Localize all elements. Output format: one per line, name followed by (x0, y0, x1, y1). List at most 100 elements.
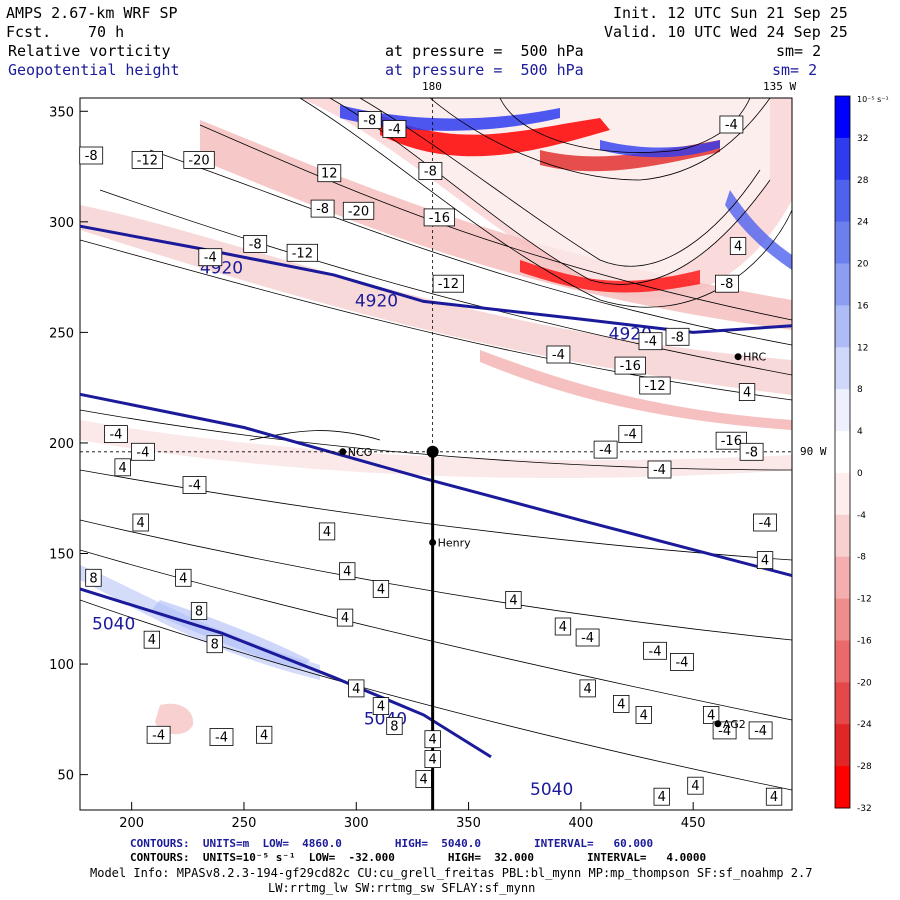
vorticity-level: at pressure = 500 hPa (385, 42, 584, 60)
station-label: HRC (743, 351, 766, 364)
vorticity-label-26: -4 (647, 460, 672, 479)
vorticity-label-48: -4 (670, 653, 694, 671)
vorticity-label-box (715, 431, 747, 450)
vorticity-label-21: -12 (639, 376, 671, 395)
vorticity-label-55: 4 (703, 706, 720, 724)
height-label-3: 5040 (92, 614, 135, 634)
vorticity-label-text: 4 (260, 728, 268, 743)
colorbar-segment-3 (835, 221, 850, 264)
vorticity-label-65: 4 (653, 787, 670, 806)
vorticity-label-box (739, 442, 764, 461)
colorbar-label-12: -16 (857, 636, 872, 646)
vorticity-label-box (114, 458, 131, 477)
y-tick-label-100: 100 (49, 658, 74, 673)
vorticity-label-text: -4 (188, 478, 201, 493)
vorticity-label-box (653, 787, 670, 806)
vorticity-label-text: 4 (420, 773, 428, 788)
vorticity-label-text: -8 (671, 330, 684, 345)
colorbar-label-4: 16 (857, 301, 869, 311)
vorticity-label-15: 4 (729, 237, 747, 256)
vorticity-label-text: 4 (583, 682, 591, 697)
vorticity-label-text: -8 (424, 164, 437, 179)
vorticity-label-8: -20 (342, 201, 375, 220)
colorbar-label-6: 8 (857, 385, 863, 395)
axes-group: 200 250 300 350 400 450 50 100 150 200 250 300 350 (49, 105, 705, 831)
vorticity-label-box (579, 679, 596, 698)
colorbar-segment-8 (835, 431, 850, 474)
vorticity-label-34: -4 (753, 513, 777, 532)
station-label: NCO (348, 446, 373, 459)
field-height: Geopotential height (8, 61, 180, 79)
vorticity-label-text: -20 (188, 153, 209, 168)
vorticity-label-box (424, 750, 441, 768)
vorticity-label-17: -4 (638, 332, 663, 351)
vorticity-label-box (348, 679, 365, 698)
vorticity-label-text: -4 (649, 644, 662, 659)
vorticity-label-10: -4 (198, 248, 223, 267)
vorticity-label-box (131, 150, 164, 169)
vorticity-label-text: -4 (759, 516, 772, 531)
colorbar-label-9: -4 (857, 511, 866, 521)
vorticity-label-text: 4 (137, 516, 145, 531)
vorticity-label-box (243, 234, 268, 253)
vorticity-label-box (342, 201, 375, 220)
vorticity-label-46: 4 (143, 630, 161, 649)
vorticity-label-box (614, 356, 646, 375)
colorbar-label-11: -12 (857, 595, 872, 605)
y-tick-label-250: 250 (49, 326, 74, 341)
colorbar: 32 28 24 20 16 12 8 4 0 -4 -8 -12 -16 -20 -24 -28 -32 10⁻… (834, 95, 889, 814)
vorticity-label-text: -8 (249, 237, 262, 252)
colorbar-label-7: 4 (857, 427, 863, 437)
vorticity-label-text: -4 (725, 118, 738, 133)
vorticity-label-40: 4 (505, 591, 522, 609)
vorticity-label-18: -8 (665, 327, 690, 346)
colorbar-segment-7 (835, 389, 850, 432)
vorticity-label-text: 8 (390, 719, 398, 734)
vorticity-label-box (183, 150, 215, 169)
vorticity-label-text: -4 (136, 445, 149, 460)
vorticity-label-text: 8 (89, 571, 97, 586)
vorticity-label-43: 4 (554, 617, 572, 636)
colorbar-segment-13 (835, 640, 850, 683)
vorticity-label-text: -4 (109, 428, 122, 443)
vorticity-label-box (738, 383, 756, 402)
vorticity-label-44: -4 (575, 628, 600, 647)
vorticity-label-box (317, 164, 342, 183)
vorticity-label-text: -12 (644, 379, 665, 394)
vorticity-label-text: 4 (428, 753, 436, 768)
vorticity-label-text: 4 (509, 593, 517, 608)
vorticity-label-37: 8 (85, 568, 102, 587)
station-nco: NCO (339, 446, 373, 459)
vorticity-label-box (670, 653, 694, 671)
colorbar-label-3: 20 (857, 260, 869, 270)
vorticity-label-61: 4 (424, 730, 441, 749)
colorbar-label-15: -28 (857, 762, 872, 772)
vorticity-label-text: 4 (761, 554, 769, 569)
height-contour-5040-2 (79, 587, 492, 759)
lon-label-135w: 135 W (763, 80, 797, 93)
station-hrc: HRC (734, 351, 766, 364)
station-label: AG2 (723, 718, 746, 731)
vorticity-label-text: 4 (640, 708, 648, 723)
height-label-5: 5040 (530, 780, 573, 800)
vorticity-label-text: -4 (581, 631, 594, 646)
colorbar-segment-4 (835, 263, 850, 306)
y-tick-label-300: 300 (49, 216, 74, 231)
vorticity-label-text: 4 (734, 240, 742, 255)
vorticity-label-box (638, 332, 663, 351)
colorbar-label-2: 24 (857, 218, 869, 228)
vorticity-label-22: 4 (738, 383, 756, 402)
x-tick-label-250: 250 (232, 816, 257, 831)
station-dot (734, 353, 742, 361)
vorticity-label-box (665, 327, 690, 346)
vorticity-label-box (182, 476, 207, 494)
vorticity-label-box (703, 706, 720, 724)
vorticity-label-box (357, 111, 382, 129)
colorbar-segment-11 (835, 556, 850, 600)
vorticity-label-box (424, 730, 441, 749)
colorbar-segment-10 (835, 514, 850, 558)
vorticity-label-text: 4 (617, 697, 625, 712)
vorticity-label-text: 4 (352, 682, 360, 697)
vorticity-label-39: 4 (372, 580, 390, 598)
